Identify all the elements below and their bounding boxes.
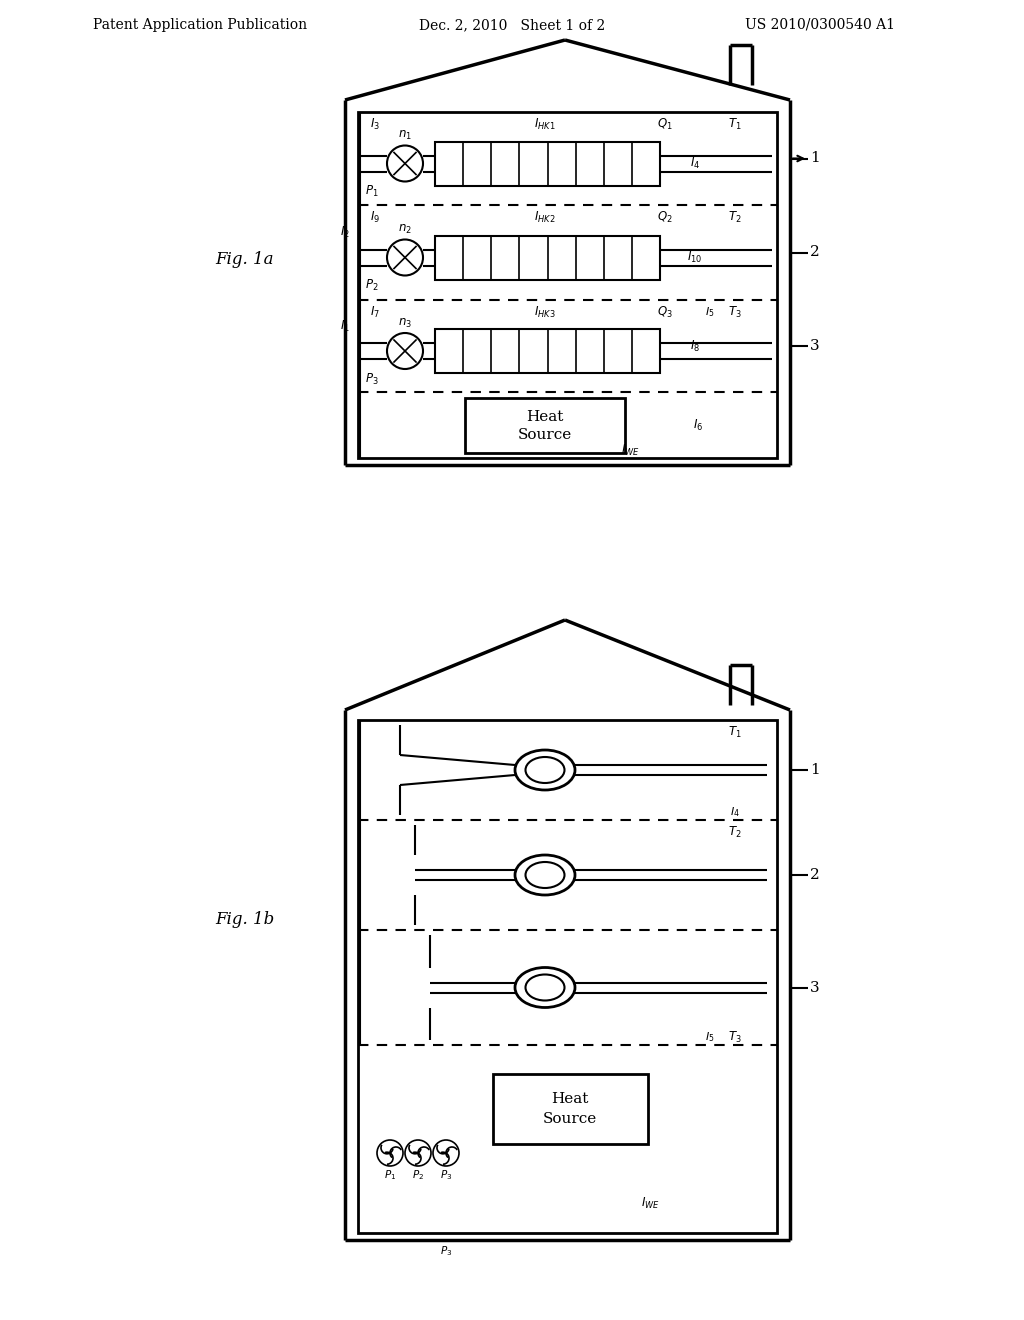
Text: $T_2$: $T_2$: [728, 210, 741, 224]
Circle shape: [387, 145, 423, 181]
Text: $Q_2$: $Q_2$: [657, 210, 673, 224]
Text: Fig. 1a: Fig. 1a: [215, 252, 273, 268]
Text: $I_{HK3}$: $I_{HK3}$: [535, 305, 556, 319]
Text: 3: 3: [810, 339, 820, 352]
Text: Heat: Heat: [526, 411, 563, 424]
Text: $T_1$: $T_1$: [728, 725, 741, 739]
Text: Dec. 2, 2010   Sheet 1 of 2: Dec. 2, 2010 Sheet 1 of 2: [419, 18, 605, 32]
Text: $n_2$: $n_2$: [398, 223, 412, 236]
Text: $I_6$: $I_6$: [693, 417, 703, 433]
Text: 2: 2: [810, 246, 820, 260]
Text: 3: 3: [810, 981, 820, 994]
Text: $I_4$: $I_4$: [730, 805, 740, 818]
Text: $I_5$: $I_5$: [706, 305, 715, 319]
Text: $I_8$: $I_8$: [690, 338, 700, 354]
Text: $I_{WE}$: $I_{WE}$: [621, 442, 639, 458]
Text: Source: Source: [543, 1111, 597, 1126]
Text: $n_1$: $n_1$: [398, 129, 412, 143]
Text: $Q_1$: $Q_1$: [657, 116, 673, 132]
Text: Source: Source: [518, 428, 572, 442]
Bar: [358, 112, 777, 458]
Text: 1: 1: [810, 763, 820, 777]
Text: Fig. 1b: Fig. 1b: [215, 912, 274, 928]
Text: $I_5$: $I_5$: [706, 1030, 715, 1044]
Bar: [465, 397, 625, 453]
Text: $P_1$: $P_1$: [366, 183, 379, 199]
Text: $T_1$: $T_1$: [728, 116, 741, 132]
Text: $P_1$: $P_1$: [384, 1168, 396, 1181]
Text: Heat: Heat: [551, 1092, 589, 1106]
Text: $T_3$: $T_3$: [728, 1030, 741, 1044]
Text: $I_9$: $I_9$: [370, 210, 380, 224]
Text: $I_1$: $I_1$: [340, 318, 350, 334]
Text: $I_{10}$: $I_{10}$: [687, 249, 702, 265]
Text: Patent Application Publication: Patent Application Publication: [93, 18, 307, 32]
Text: $P_3$: $P_3$: [366, 371, 379, 387]
Bar: [435, 329, 660, 374]
Text: $I_2$: $I_2$: [340, 224, 350, 240]
Text: $I_{HK1}$: $I_{HK1}$: [535, 116, 556, 132]
Text: $P_2$: $P_2$: [366, 279, 379, 293]
Text: $n_3$: $n_3$: [398, 317, 412, 330]
Text: $I_3$: $I_3$: [370, 116, 380, 132]
Text: 1: 1: [810, 152, 820, 165]
Bar: [358, 719, 777, 1233]
Circle shape: [387, 239, 423, 276]
Text: $P_2$: $P_2$: [412, 1168, 424, 1181]
Text: $P_3$: $P_3$: [440, 1243, 453, 1258]
Bar: [493, 1074, 647, 1144]
Bar: [435, 141, 660, 186]
Text: $T_3$: $T_3$: [728, 305, 741, 319]
Text: $I_{WE}$: $I_{WE}$: [641, 1196, 659, 1210]
Text: US 2010/0300540 A1: US 2010/0300540 A1: [745, 18, 895, 32]
Text: 2: 2: [810, 869, 820, 882]
Text: $Q_3$: $Q_3$: [657, 305, 673, 319]
Circle shape: [387, 333, 423, 370]
Text: $T_2$: $T_2$: [728, 825, 741, 840]
Text: $I_4$: $I_4$: [690, 156, 700, 172]
Text: $I_7$: $I_7$: [370, 305, 380, 319]
Text: $I_{HK2}$: $I_{HK2}$: [535, 210, 556, 224]
Bar: [435, 235, 660, 280]
Text: $P_3$: $P_3$: [440, 1168, 453, 1181]
